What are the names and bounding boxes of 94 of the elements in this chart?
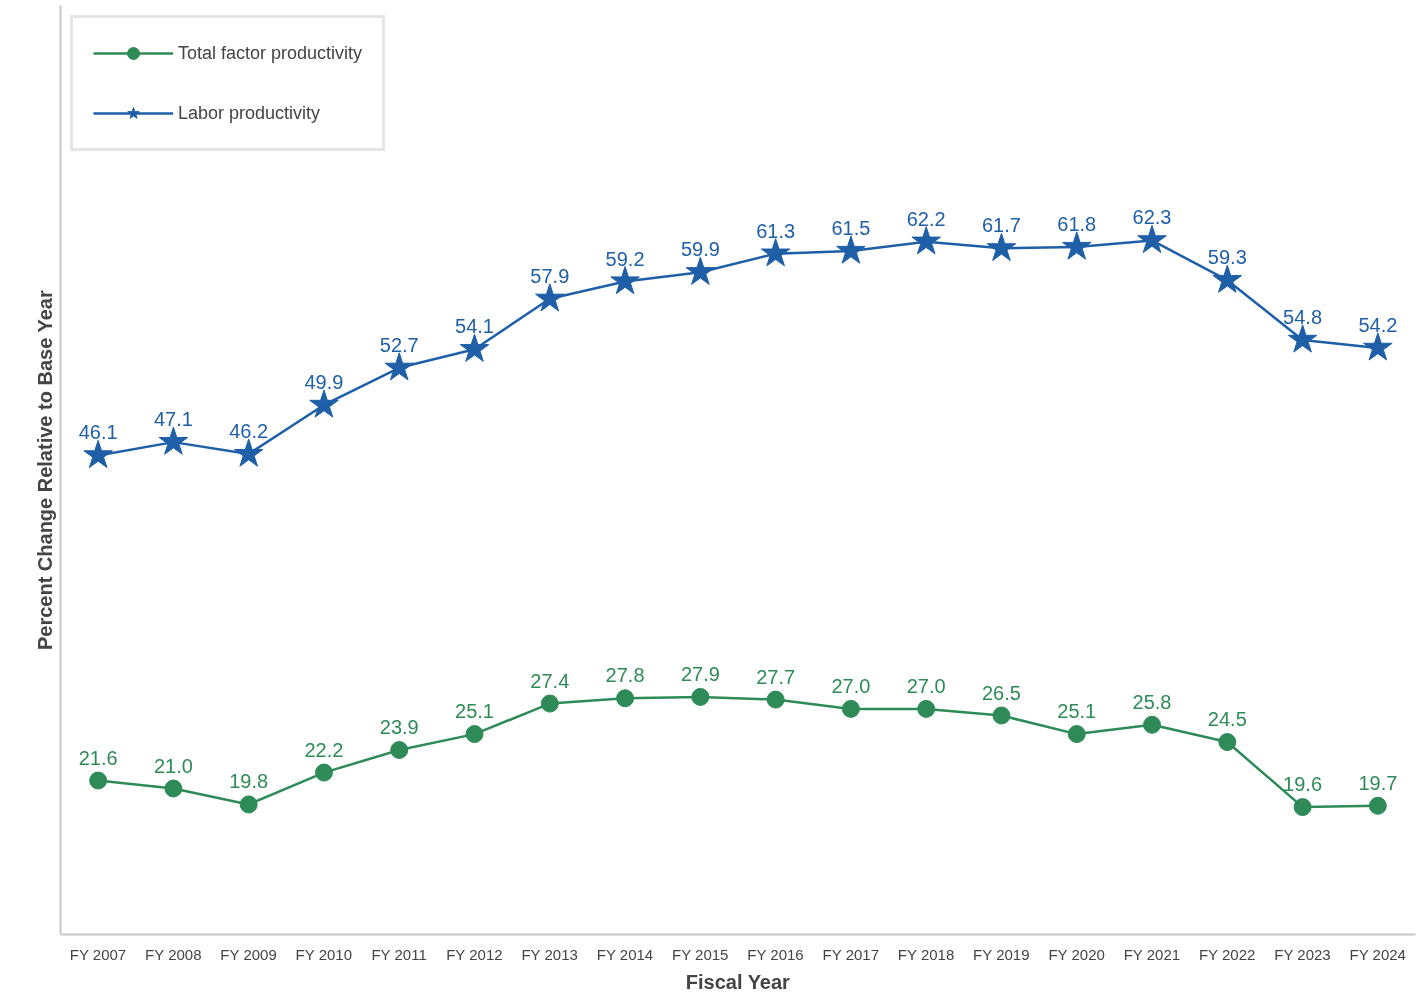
point bbox=[917, 699, 936, 718]
point bbox=[691, 687, 710, 706]
data-label: 62.3 bbox=[1132, 206, 1172, 229]
data-label: 49.9 bbox=[304, 370, 344, 393]
data-label: 24.5 bbox=[1207, 708, 1247, 731]
data-label: 59.2 bbox=[605, 247, 645, 270]
point bbox=[1218, 733, 1237, 752]
data-label: 19.8 bbox=[229, 770, 269, 793]
data-label: 19.7 bbox=[1358, 771, 1398, 794]
data-label: 59.3 bbox=[1207, 246, 1247, 269]
x-tick-label: FY 2010 bbox=[295, 945, 353, 963]
point bbox=[1287, 324, 1318, 353]
data-label: 52.7 bbox=[379, 333, 419, 356]
point bbox=[616, 689, 635, 708]
x-tick-label: FY 2019 bbox=[973, 945, 1030, 963]
point bbox=[1137, 224, 1167, 254]
point bbox=[164, 779, 183, 798]
legend-label: Total factor productivity bbox=[178, 42, 363, 64]
point bbox=[384, 352, 415, 381]
point bbox=[992, 706, 1011, 725]
data-label: 22.2 bbox=[304, 738, 344, 761]
x-tick-label: FY 2015 bbox=[672, 945, 729, 963]
point bbox=[89, 771, 108, 790]
x-tick-label: FY 2012 bbox=[446, 945, 503, 963]
point bbox=[390, 741, 409, 760]
x-tick-label: FY 2016 bbox=[747, 945, 804, 963]
point bbox=[1363, 332, 1393, 361]
data-label: 57.9 bbox=[530, 264, 570, 287]
x-tick-label: FY 2022 bbox=[1198, 945, 1256, 963]
data-label: 25.8 bbox=[1132, 690, 1172, 713]
point bbox=[986, 232, 1017, 261]
point bbox=[760, 238, 791, 267]
point bbox=[836, 235, 866, 264]
data-label: 46.1 bbox=[78, 421, 118, 444]
x-tick-label: FY 2011 bbox=[371, 945, 427, 963]
data-label: 61.3 bbox=[756, 219, 796, 242]
point bbox=[766, 690, 785, 709]
data-label: 54.2 bbox=[1358, 313, 1398, 336]
data-label: 61.7 bbox=[982, 214, 1021, 237]
x-tick-label: FY 2024 bbox=[1349, 945, 1406, 963]
x-tick-label: FY 2008 bbox=[145, 945, 202, 963]
x-tick-label: FY 2013 bbox=[521, 945, 578, 963]
y-axis-title: Percent Change Relative to Base Year bbox=[33, 290, 56, 651]
x-tick-label: FY 2007 bbox=[69, 945, 127, 963]
point bbox=[540, 694, 559, 713]
legend-label: Labor productivity bbox=[178, 102, 321, 124]
data-label: 27.0 bbox=[906, 674, 946, 697]
x-tick-label: FY 2014 bbox=[596, 945, 654, 963]
point bbox=[314, 763, 333, 782]
data-label: 27.4 bbox=[530, 669, 570, 692]
data-label: 46.2 bbox=[229, 420, 269, 443]
point bbox=[610, 266, 640, 295]
data-label: 62.2 bbox=[906, 207, 946, 230]
data-label: 54.1 bbox=[455, 315, 494, 338]
data-label: 26.5 bbox=[982, 681, 1021, 704]
point bbox=[465, 725, 484, 744]
x-tick-label: FY 2023 bbox=[1274, 945, 1331, 963]
data-label: 61.8 bbox=[1057, 213, 1097, 236]
data-label: 47.1 bbox=[153, 408, 193, 431]
data-label: 21.6 bbox=[78, 746, 118, 769]
x-tick-label: FY 2018 bbox=[897, 945, 955, 963]
data-label: 27.7 bbox=[756, 665, 796, 688]
data-label: 21.0 bbox=[153, 754, 193, 777]
data-label: 25.1 bbox=[1057, 700, 1097, 723]
point bbox=[1143, 715, 1162, 734]
point bbox=[1212, 264, 1243, 293]
data-label: 23.9 bbox=[379, 716, 419, 739]
point bbox=[911, 226, 941, 255]
point bbox=[459, 333, 490, 362]
x-tick-label: FY 2020 bbox=[1048, 945, 1105, 963]
point bbox=[1067, 725, 1086, 744]
point bbox=[233, 438, 264, 467]
point bbox=[1061, 231, 1092, 260]
point bbox=[841, 699, 860, 718]
x-tick-label: FY 2021 bbox=[1123, 945, 1181, 963]
data-label: 25.1 bbox=[455, 700, 494, 723]
data-label: 61.5 bbox=[831, 217, 871, 240]
data-label: 54.8 bbox=[1283, 305, 1323, 328]
point bbox=[685, 256, 716, 285]
point bbox=[309, 389, 339, 418]
point bbox=[1293, 798, 1312, 817]
data-label: 59.9 bbox=[680, 238, 720, 261]
point bbox=[239, 795, 258, 814]
x-tick-label: FY 2017 bbox=[822, 945, 879, 963]
data-label: 27.0 bbox=[831, 674, 871, 697]
x-tick-label: FY 2009 bbox=[220, 945, 277, 963]
data-label: 27.8 bbox=[605, 664, 645, 687]
point bbox=[1368, 796, 1387, 815]
point bbox=[535, 283, 565, 312]
point bbox=[158, 426, 189, 455]
data-label: 19.6 bbox=[1283, 773, 1323, 796]
data-label: 27.9 bbox=[680, 662, 720, 685]
point bbox=[83, 439, 113, 469]
x-axis-title: Fiscal Year bbox=[685, 970, 791, 993]
